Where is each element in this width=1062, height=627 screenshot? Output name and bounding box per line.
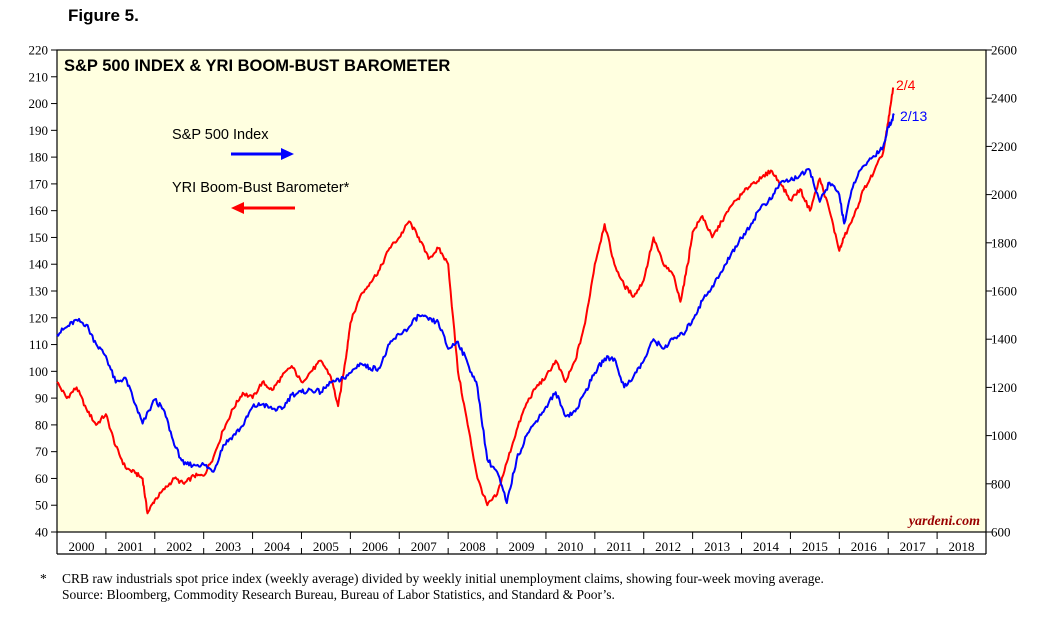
watermark: yardeni.com xyxy=(907,514,980,529)
left-tick-label: 200 xyxy=(29,96,49,111)
legend-barometer-label: YRI Boom-Bust Barometer* xyxy=(172,180,350,196)
barometer-line xyxy=(56,87,895,515)
right-tick-label: 1000 xyxy=(991,428,1017,443)
x-tick-label: 2002 xyxy=(166,539,192,554)
series-lines xyxy=(56,87,895,515)
legend-sp500: S&P 500 Index xyxy=(172,127,294,160)
chart-title: S&P 500 INDEX & YRI BOOM-BUST BAROMETER xyxy=(64,57,450,75)
right-tick-label: 600 xyxy=(991,525,1011,540)
right-tick-label: 1600 xyxy=(991,284,1017,299)
figure-label: Figure 5. xyxy=(68,6,139,25)
x-tick-label: 2003 xyxy=(215,539,241,554)
x-tick-label: 2001 xyxy=(117,539,143,554)
x-tick-label: 2018 xyxy=(949,539,975,554)
x-tick-label: 2009 xyxy=(509,539,535,554)
chart: 40 50 60 70 80 90 100 110 120 130 140 150 160 170 180 1… xyxy=(29,43,1017,555)
left-tick-label: 50 xyxy=(35,498,48,513)
left-tick-label: 180 xyxy=(29,150,49,165)
legend-sp500-arrowhead-icon xyxy=(281,148,294,160)
footnote-line-1: * CRB raw industrials spot price index (w… xyxy=(40,571,824,587)
left-tick-label: 100 xyxy=(29,364,49,379)
left-tick-label: 40 xyxy=(35,525,48,540)
left-tick-label: 140 xyxy=(29,257,49,272)
left-tick-label: 90 xyxy=(35,391,48,406)
left-tick-label: 210 xyxy=(29,69,49,84)
footnote-text: CRB raw industrials spot price index (we… xyxy=(62,571,824,586)
legend-barometer: YRI Boom-Bust Barometer* xyxy=(172,180,350,214)
x-tick-label: 2011 xyxy=(607,539,633,554)
right-tick-label: 800 xyxy=(991,476,1011,491)
left-tick-label: 170 xyxy=(29,176,49,191)
x-tick-label: 2006 xyxy=(362,539,389,554)
legend-sp500-label: S&P 500 Index xyxy=(172,127,269,143)
left-tick-label: 120 xyxy=(29,310,49,325)
right-tick-label: 2200 xyxy=(991,139,1017,154)
x-tick-label: 2005 xyxy=(313,539,339,554)
x-tick-label: 2010 xyxy=(557,539,583,554)
x-tick-label: 2016 xyxy=(851,539,878,554)
footnote-source: Source: Bloomberg, Commodity Research Bu… xyxy=(62,587,615,602)
footnote-marker: * xyxy=(40,571,47,586)
axis-ticks: 40 50 60 70 80 90 100 110 120 130 140 150 160 170 180 1… xyxy=(29,43,1017,554)
plot-area xyxy=(56,49,987,533)
left-tick-label: 160 xyxy=(29,203,49,218)
left-tick-label: 60 xyxy=(35,471,48,486)
left-tick-label: 80 xyxy=(35,417,48,432)
left-tick-label: 150 xyxy=(29,230,49,245)
sp500-line xyxy=(56,113,895,505)
right-tick-label: 2400 xyxy=(991,91,1017,106)
left-tick-label: 220 xyxy=(29,43,49,58)
left-tick-label: 190 xyxy=(29,123,49,138)
left-tick-label: 110 xyxy=(29,337,48,352)
x-tick-label: 2007 xyxy=(411,539,438,554)
x-tick-label: 2004 xyxy=(264,539,291,554)
x-tick-label: 2017 xyxy=(900,539,927,554)
x-tick-label: 2012 xyxy=(655,539,681,554)
x-tick-label: 2008 xyxy=(460,539,486,554)
x-tick-label: 2015 xyxy=(802,539,828,554)
right-tick-label: 1800 xyxy=(991,235,1017,250)
right-tick-label: 2600 xyxy=(991,43,1017,58)
right-tick-label: 2000 xyxy=(991,187,1017,202)
x-tick-label: 2000 xyxy=(68,539,94,554)
left-tick-label: 70 xyxy=(35,444,48,459)
annotation-barometer-date: 2/4 xyxy=(896,77,916,93)
right-tick-label: 1200 xyxy=(991,380,1017,395)
right-tick-label: 1400 xyxy=(991,332,1017,347)
left-tick-label: 130 xyxy=(29,284,49,299)
x-tick-label: 2014 xyxy=(753,539,780,554)
x-tick-label: 2013 xyxy=(704,539,730,554)
annotation-sp500-date: 2/13 xyxy=(900,108,927,124)
legend-barometer-arrowhead-icon xyxy=(231,202,244,214)
footnote-line-2: Source: Bloomberg, Commodity Research Bu… xyxy=(40,587,824,603)
footnote: * CRB raw industrials spot price index (w… xyxy=(40,571,824,603)
